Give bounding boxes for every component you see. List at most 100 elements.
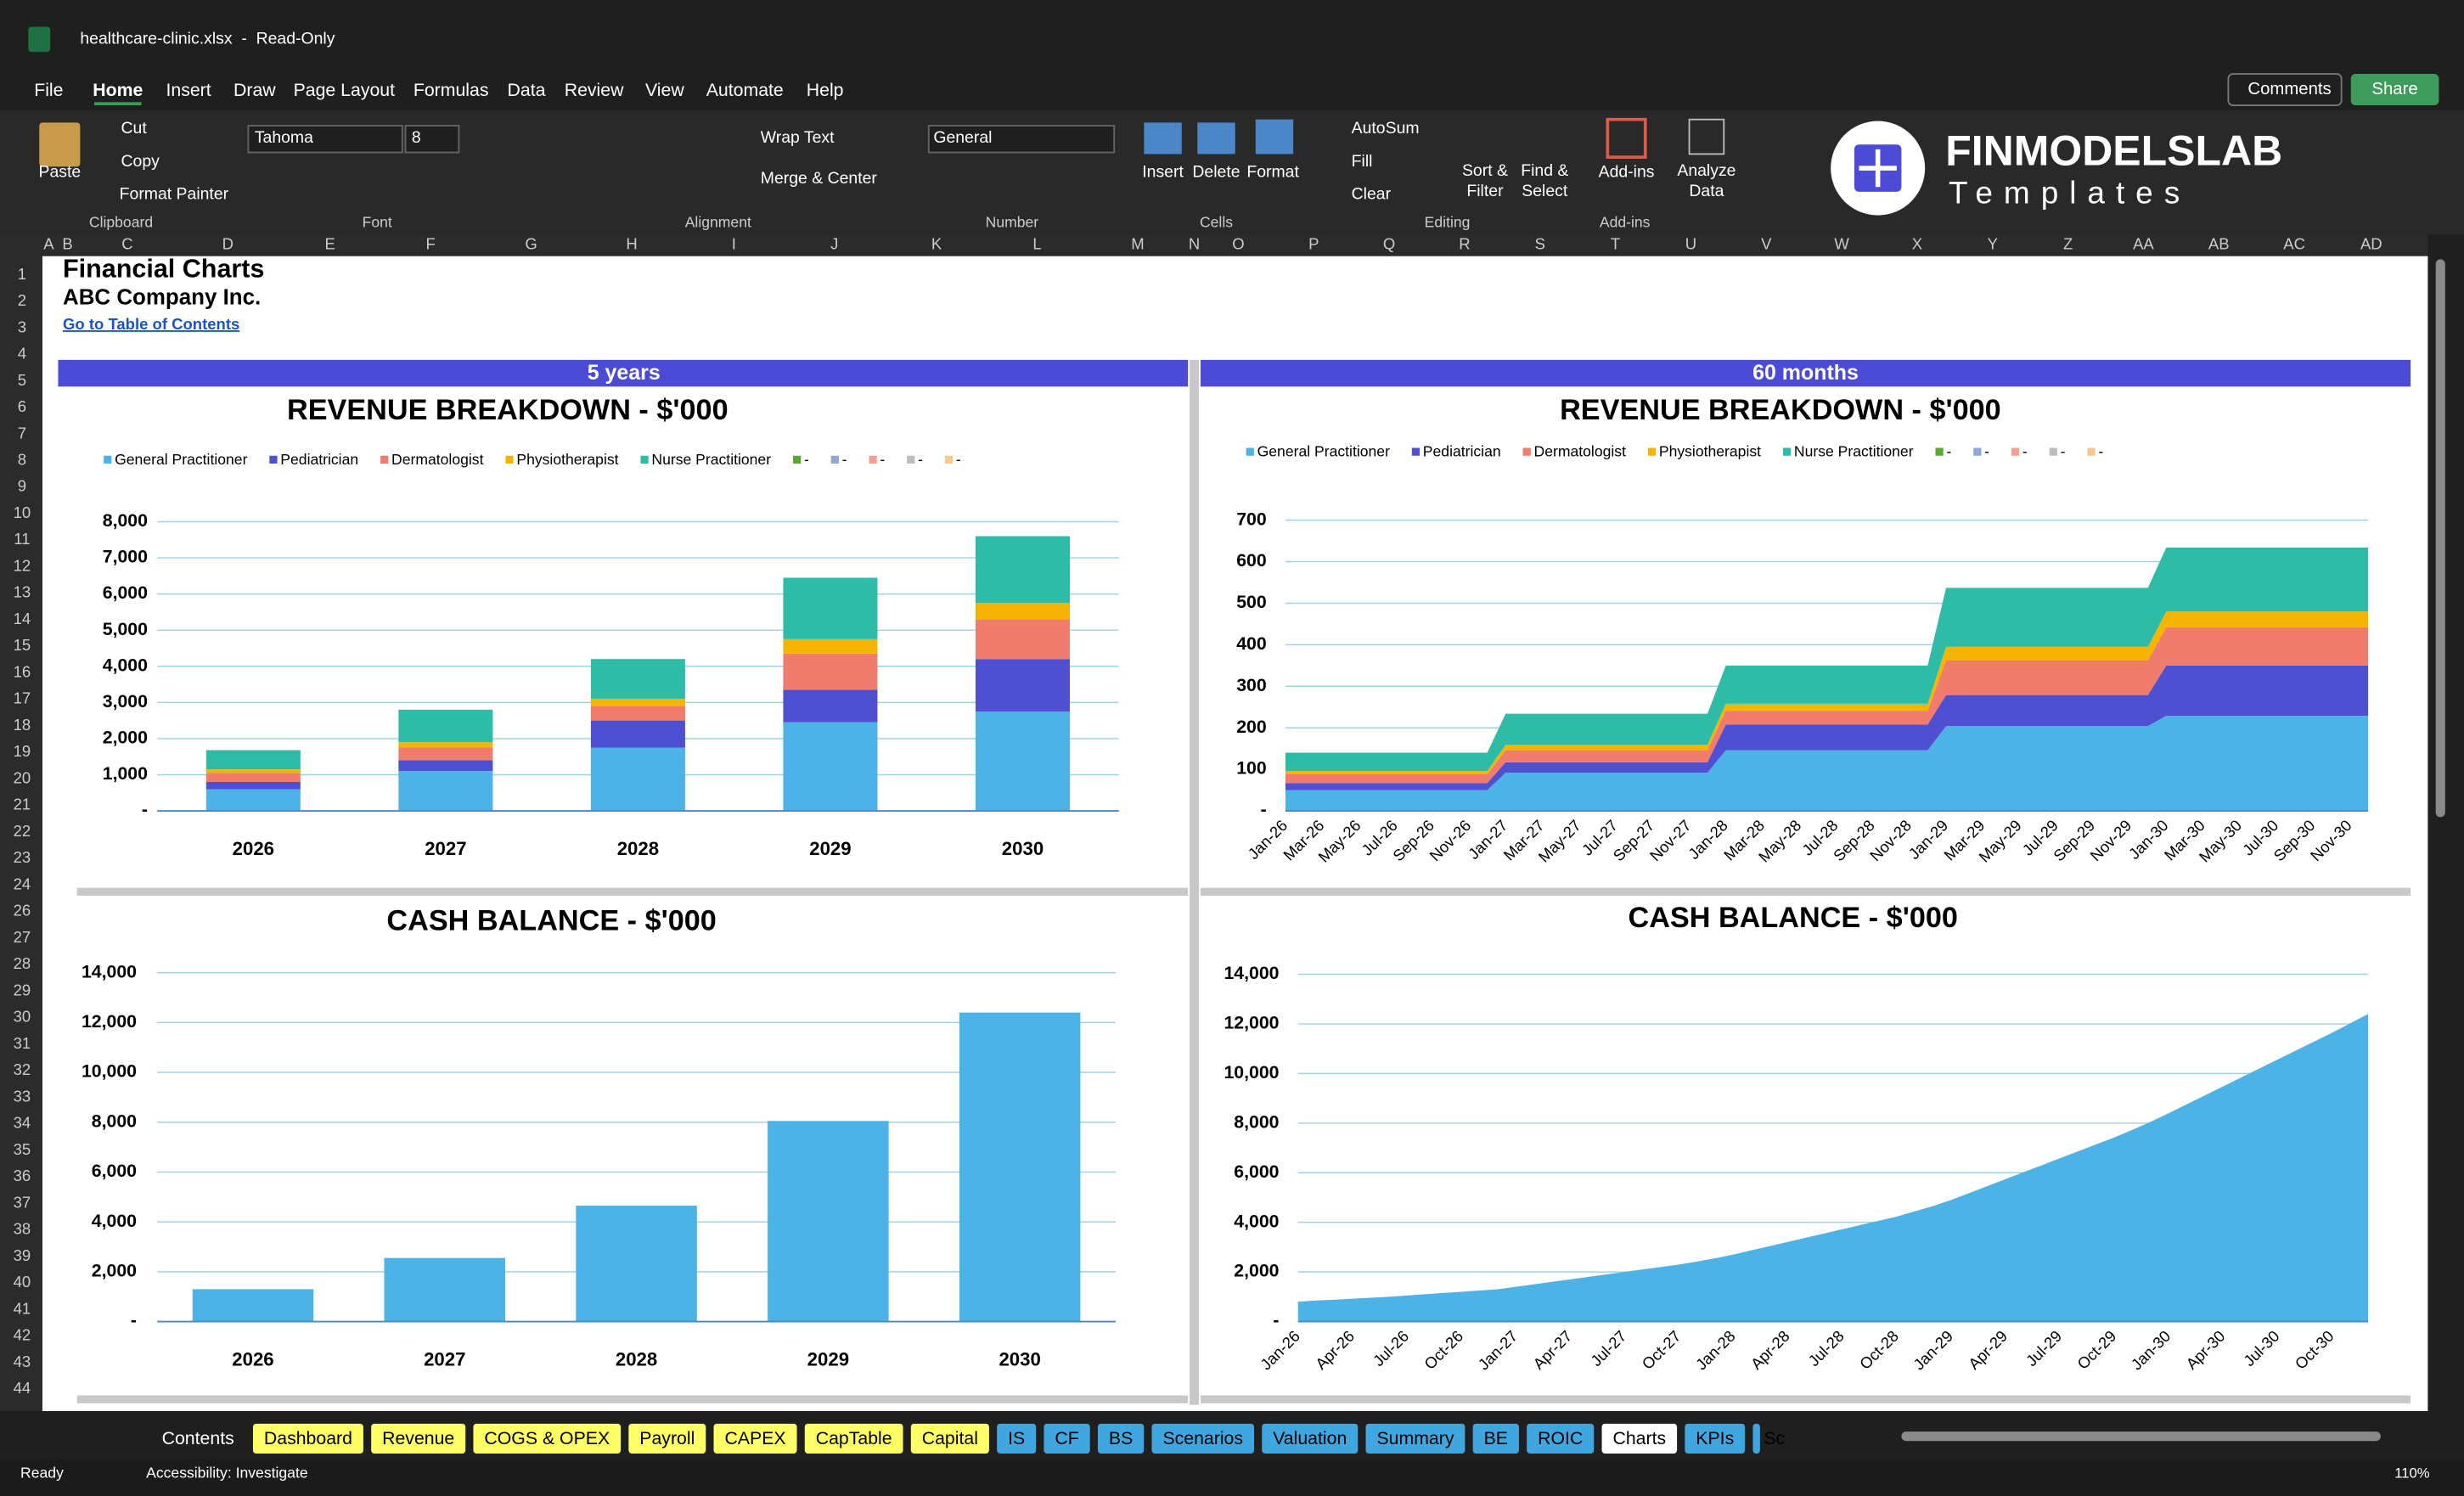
analyze-icon[interactable] [1688, 118, 1725, 155]
ribbon-button[interactable]: Insert [1142, 163, 1184, 182]
sheet-tab-label[interactable]: KPIs [1696, 1428, 1734, 1448]
menu-tab[interactable]: Review [565, 80, 624, 100]
paste-icon[interactable] [39, 122, 81, 167]
ribbon-button[interactable]: Filter [1466, 182, 1504, 200]
ribbon-button[interactable]: Merge & Center [761, 169, 878, 188]
sheet-tab[interactable] [371, 1423, 466, 1454]
sheet-tab-label[interactable]: Contents [162, 1428, 234, 1448]
sheet-tab-label[interactable]: Revenue [382, 1428, 454, 1448]
sheet-tab-label[interactable]: BS [1109, 1428, 1133, 1448]
sheet-tab[interactable] [804, 1423, 903, 1454]
bar [783, 722, 878, 812]
ribbon-button[interactable]: Add-ins [1599, 163, 1655, 182]
menu-tab[interactable]: Page Layout [294, 80, 396, 100]
insert-icon[interactable] [1144, 122, 1182, 155]
status-accessibility[interactable]: Accessibility: Investigate [146, 1465, 308, 1482]
sheet-tab-label[interactable]: Capital [922, 1428, 978, 1448]
sheet-tab-label[interactable]: CapTable [816, 1428, 892, 1448]
menu-tab[interactable]: View [645, 80, 684, 100]
delete-icon[interactable] [1197, 122, 1235, 155]
ribbon-button[interactable]: Fill [1352, 152, 1373, 171]
sheet-tab-label[interactable]: IS [1008, 1428, 1025, 1448]
ribbon-button[interactable]: Copy [121, 152, 160, 171]
toc-link[interactable]: Go to Table of Contents [63, 315, 239, 333]
bar [205, 769, 301, 773]
sheet-tab[interactable] [997, 1423, 1037, 1454]
status-zoom[interactable]: 110% [2394, 1465, 2430, 1481]
size-box[interactable] [404, 125, 460, 154]
sheet-tab[interactable] [1527, 1423, 1595, 1454]
ribbon-button[interactable]: Clear [1352, 185, 1392, 204]
sheet-tab[interactable] [473, 1423, 622, 1454]
sheet-tab-label[interactable]: CF [1055, 1428, 1078, 1448]
ribbon-button[interactable]: Delete [1192, 163, 1240, 182]
sheet-tab[interactable] [1262, 1423, 1359, 1454]
panel-header [58, 359, 1189, 387]
menu-tab[interactable]: Data [508, 80, 546, 100]
logo-tagline: Templates [1949, 174, 2191, 210]
share[interactable]: Share [2371, 80, 2417, 98]
ribbon-button[interactable]: Sort & [1462, 161, 1508, 180]
sheet-tab[interactable] [713, 1423, 797, 1454]
addins-icon[interactable] [1606, 117, 1647, 159]
format-icon[interactable] [1255, 119, 1294, 155]
sheet-tab-label[interactable]: Summary [1376, 1428, 1454, 1448]
sheet-tab-label[interactable]: Valuation [1273, 1428, 1347, 1448]
ribbon-button[interactable]: Paste [38, 163, 81, 182]
number-box[interactable] [927, 125, 1116, 154]
sheet-tab[interactable] [1097, 1423, 1145, 1454]
ribbon-button[interactable]: AutoSum [1352, 119, 1420, 138]
sheet-tab[interactable] [1151, 1423, 1254, 1454]
sheet-tab[interactable] [1044, 1423, 1090, 1454]
menu-tab[interactable]: Formulas [413, 80, 489, 100]
ribbon-button[interactable]: Format [1246, 163, 1299, 182]
menu-tab[interactable]: Home [93, 80, 143, 100]
row-header: 3 [18, 318, 26, 335]
sheet-tab-label[interactable]: Payroll [639, 1428, 695, 1448]
sheet-tab-label[interactable]: CAPEX [724, 1428, 785, 1448]
row-header: 15 [14, 636, 31, 654]
ribbon-button[interactable]: Wrap Text [761, 128, 835, 147]
sheet-tab[interactable] [1685, 1423, 1746, 1454]
sheet-tab[interactable] [1472, 1423, 1519, 1454]
sheet-tab-label[interactable]: BE [1484, 1428, 1508, 1448]
ribbon-button[interactable]: 8 [412, 128, 421, 147]
menu-tab[interactable]: Automate [706, 80, 784, 100]
menu-tab[interactable]: Help [807, 80, 844, 100]
vertical-scrollbar[interactable] [2427, 233, 2464, 1412]
menu-tab[interactable]: File [34, 80, 63, 100]
sheet-tab[interactable] [252, 1423, 363, 1454]
ribbon-button[interactable]: Data [1689, 182, 1724, 200]
comments-button[interactable] [2227, 73, 2343, 106]
sheet-tab-label[interactable]: Scenarios [1162, 1428, 1243, 1448]
sheet-tab[interactable] [1752, 1423, 1760, 1454]
comments[interactable]: Comments [2247, 80, 2331, 98]
area [1285, 611, 2369, 774]
scroll-thumb[interactable] [2435, 259, 2445, 818]
sheet-tab[interactable] [910, 1423, 989, 1454]
ribbon-button[interactable]: Cut [121, 119, 148, 138]
share-button[interactable] [2350, 74, 2439, 106]
y-tick-label: 4,000 [103, 655, 148, 675]
font-box[interactable] [247, 125, 403, 154]
sheet-tab[interactable] [150, 1423, 245, 1454]
row-header: 9 [18, 477, 26, 495]
sheet-tab-label[interactable]: Sc [1764, 1428, 1785, 1448]
sheet-tab[interactable] [1601, 1423, 1678, 1454]
sheet-tab[interactable] [628, 1423, 706, 1454]
ribbon-button[interactable]: Find & [1521, 161, 1568, 180]
ribbon-button[interactable]: Tahoma [255, 128, 313, 147]
ribbon-button[interactable]: Analyze [1677, 161, 1735, 180]
legend-swatch [1973, 447, 1982, 456]
sheet-tab-label[interactable]: Charts [1612, 1428, 1666, 1448]
menu-tab[interactable]: Insert [166, 80, 211, 100]
sheet-tab-label[interactable]: ROIC [1538, 1428, 1583, 1448]
sheet-tab[interactable] [1365, 1423, 1465, 1454]
sheet-tab-label[interactable]: Dashboard [264, 1428, 352, 1448]
ribbon-button[interactable]: Select [1522, 182, 1568, 200]
h-scroll-thumb[interactable] [1901, 1431, 2381, 1442]
menu-tab[interactable]: Draw [233, 80, 276, 100]
sheet-tab-label[interactable]: COGS & OPEX [484, 1428, 610, 1448]
ribbon-button[interactable]: General [933, 128, 992, 147]
ribbon-button[interactable]: Format Painter [120, 185, 229, 204]
